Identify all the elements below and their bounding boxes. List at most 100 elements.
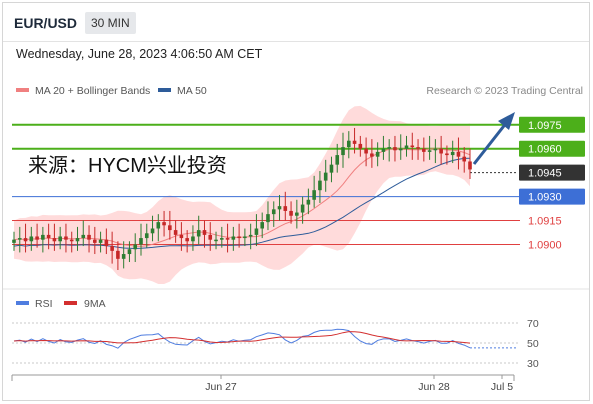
timeframe-button[interactable]: 30 MIN [85,12,136,34]
candle-body [93,239,97,243]
level-label-1-0975: 1.0975 [528,120,562,132]
candle-body [46,234,51,239]
candle-body [202,230,207,235]
candle-body [219,238,224,240]
bollinger-bands [14,105,470,285]
rsi-panel: 70 50 30 [12,318,539,370]
candle-body [127,249,132,255]
forecast-arrow-head [498,112,515,130]
candle-body [312,190,316,200]
candle-body [300,204,305,213]
candle-body [358,143,363,149]
candle-body [231,236,236,240]
rsi-tick-label: 30 [527,358,539,370]
rsi-legend-swatch [16,301,29,305]
level-label-1-0960: 1.0960 [528,144,562,156]
watermark-text: 来源：HYCM兴业投资 [28,154,227,177]
candle-body [370,153,374,157]
level-tag-1-0945 [519,164,585,181]
candle-body [121,254,126,259]
chart-header: EUR/USD 30 MIN [3,3,589,42]
candle-body [110,246,114,251]
candle-body [179,234,184,239]
candle-body [87,234,91,240]
candle-body [260,222,265,229]
candle-body [445,153,449,156]
candle-body [323,172,328,181]
candle-body [283,206,288,211]
rsi-legend-label: RSI [35,298,53,310]
candle-body [208,234,213,240]
candle-body [341,147,345,156]
candle-body [69,239,74,242]
ma50-legend-label: MA 50 [177,85,207,97]
candle-body [387,147,391,149]
level-label-1-0915: 1.0915 [528,216,562,228]
candle-body [468,161,472,170]
candle-body [196,230,201,237]
candle-body [352,140,357,144]
candle-body [168,225,172,231]
candle-body [364,148,368,154]
candle-body [162,222,166,226]
candle-body [17,238,22,240]
candle-body [254,228,259,235]
candle-body [248,234,253,237]
candle-body [75,238,80,242]
candle-body [23,238,28,242]
candle-body [398,148,403,151]
candle-body [439,148,443,154]
chart-widget: EUR/USD 30 MIN Wednesday, June 28, 2023 … [2,2,590,401]
candle-body [185,238,189,242]
datetime-label: Wednesday, June 28, 2023 4:06:50 AM CET [16,47,263,61]
level-label-1-0945: 1.0945 [528,168,562,180]
candle-body [393,147,397,151]
candle-body [335,155,340,165]
candle-body [404,145,409,149]
candle-body [116,250,120,259]
candle-body [64,236,68,240]
candle-body [375,151,380,157]
level-tag-1-0930 [519,188,585,205]
rsi-ma-legend-label: 9MA [84,298,106,310]
rsi-line [13,328,471,349]
candles [12,127,472,270]
candle-body [104,239,109,247]
candle-body [156,222,161,229]
candle-body [329,164,334,173]
candle-body [462,156,467,162]
candle-body [41,234,45,240]
candle-body [410,145,415,148]
rsi-tick-label: 50 [527,338,539,350]
level-tag-1-0975 [519,116,585,133]
candle-body [29,236,34,242]
candle-body [277,206,282,210]
candle-body [450,151,455,156]
candle-body [266,214,270,223]
candle-body [214,239,218,242]
candle-body [427,150,432,152]
x-tick-label: Jul 5 [491,381,513,393]
ma20-legend-swatch [16,88,29,92]
candle-body [243,236,247,239]
candle-body [52,238,57,242]
ma20-legend-label: MA 20 + Bollinger Bands [35,85,150,97]
candle-body [35,236,39,240]
rsi-ma-line [13,331,471,344]
candle-body [422,148,426,152]
candle-body [295,212,299,216]
candle-body [318,180,322,191]
bollinger-band-area [14,105,470,285]
candle-body [381,148,386,152]
candle-body [289,210,293,216]
ma50-legend-swatch [158,88,171,92]
copyright-label: Research © 2023 Trading Central [426,85,583,97]
level-label-1-0930: 1.0930 [528,192,562,204]
candle-body [12,239,16,243]
level-tag-1-0960 [519,140,585,157]
candle-body [173,230,178,235]
level-label-1-0900: 1.0900 [528,239,562,251]
candle-body [133,244,138,250]
x-tick-label: Jun 28 [418,381,450,393]
rsi-tick-label: 70 [527,318,539,330]
